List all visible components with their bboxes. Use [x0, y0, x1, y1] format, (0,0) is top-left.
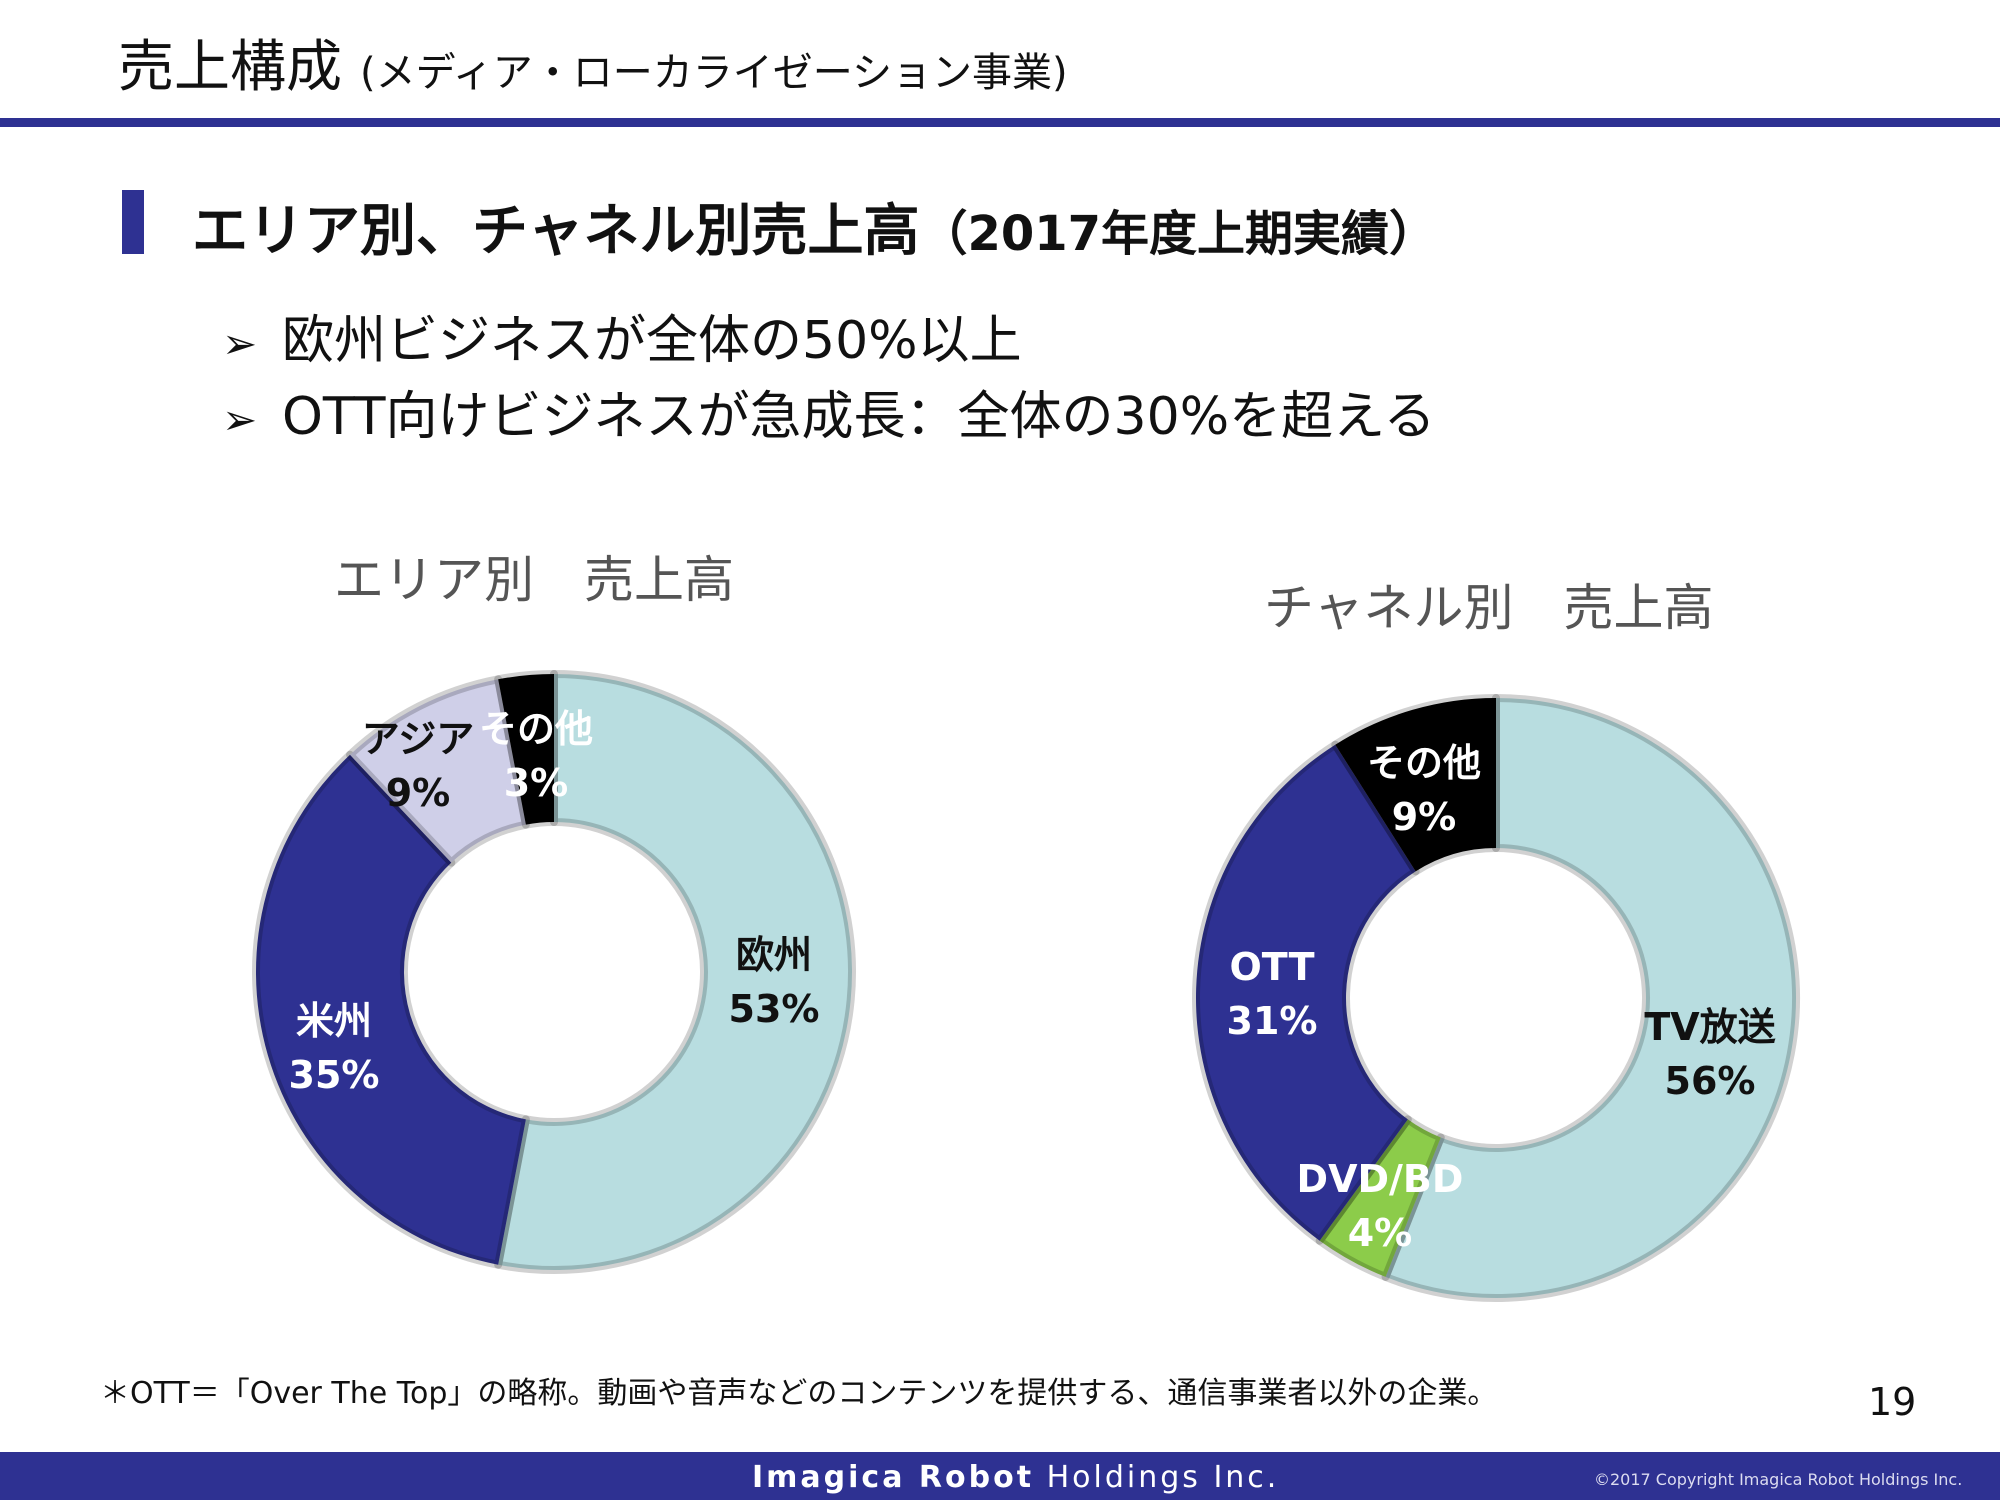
footer-company-bold: Imagica Robot [752, 1460, 1035, 1495]
slide-title: 売上構成 (メディア・ローカライゼーション事業) [118, 22, 1068, 102]
heading-text: エリア別、チャネル別売上高 [192, 199, 920, 264]
footer-copyright: ©2017 Copyright Imagica Robot Holdings I… [1594, 1470, 1963, 1489]
donut-slice [494, 670, 558, 829]
slice-category-label: TV放送 [1644, 1005, 1775, 1049]
slice-category-label: アジア [362, 717, 474, 761]
slice-value-label: 31% [1227, 999, 1318, 1043]
slice-category-label: その他 [1367, 741, 1481, 785]
slice-category-label: OTT [1229, 945, 1314, 989]
donut-slice [1331, 694, 1500, 876]
heading-marker [122, 190, 144, 254]
bullet-text: OTT向けビジネスが急成長：全体の30%を超える [282, 387, 1436, 447]
bullet-arrow-icon: ➢ [222, 319, 258, 368]
bullet-item: ➢ 欧州ビジネスが全体の50%以上 [222, 298, 1022, 373]
bullet-arrow-icon: ➢ [222, 395, 258, 444]
slice-category-label: DVD/BD [1297, 1157, 1464, 1201]
footer-company-logo: Imagica Robot Holdings Inc. [752, 1460, 1279, 1495]
footer-company-rest: Holdings Inc. [1046, 1460, 1280, 1495]
slice-value-label: 9% [1392, 795, 1457, 839]
area-chart-title: エリア別 売上高 [334, 551, 734, 609]
donut-slice [494, 670, 856, 1274]
donut-slice [1192, 740, 1420, 1245]
donut-slice [1381, 694, 1801, 1302]
donut-slice [1315, 1115, 1445, 1281]
slice-label: OTT 31% [1227, 945, 1318, 1043]
title-main: 売上構成 [118, 35, 342, 100]
slice-value-label: 4% [1348, 1211, 1413, 1255]
slice-value-label: 35% [289, 1053, 380, 1097]
slice-category-label: 欧州 [736, 933, 812, 977]
slice-label: その他 9% [1367, 741, 1481, 839]
heading-period: （2017年度上期実績） [919, 206, 1438, 262]
slice-label: DVD/BD 4% [1297, 1157, 1464, 1255]
footer-band [0, 1452, 2000, 1500]
slice-value-label: 56% [1665, 1059, 1756, 1103]
page-number: 19 [1868, 1380, 1917, 1424]
donut-slice [346, 675, 530, 867]
section-heading: エリア別、チャネル別売上高（2017年度上期実績） [192, 186, 1437, 267]
slice-label: アジア 9% [362, 717, 474, 815]
footnote: ＊OTT＝「Over The Top」の略称。動画や音声などのコンテンツを提供す… [100, 1376, 1498, 1411]
slice-category-label: その他 [479, 707, 593, 751]
slice-label: その他 3% [479, 707, 593, 805]
title-subtitle: (メディア・ローカライゼーション事業) [360, 50, 1068, 96]
title-rule [0, 118, 2000, 127]
slice-label: 米州 35% [289, 999, 380, 1097]
donut-slice [252, 750, 530, 1269]
slice-value-label: 9% [386, 771, 451, 815]
slice-category-label: 米州 [296, 999, 372, 1043]
channel-chart-title: チャネル別 売上高 [1264, 579, 1714, 637]
slice-label: 欧州 53% [729, 933, 820, 1031]
slice-value-label: 53% [729, 987, 820, 1031]
bullet-item: ➢ OTT向けビジネスが急成長：全体の30%を超える [222, 374, 1436, 449]
bullet-text: 欧州ビジネスが全体の50%以上 [282, 311, 1022, 371]
slice-label: TV放送 56% [1644, 1005, 1775, 1103]
slice-value-label: 3% [504, 761, 569, 805]
